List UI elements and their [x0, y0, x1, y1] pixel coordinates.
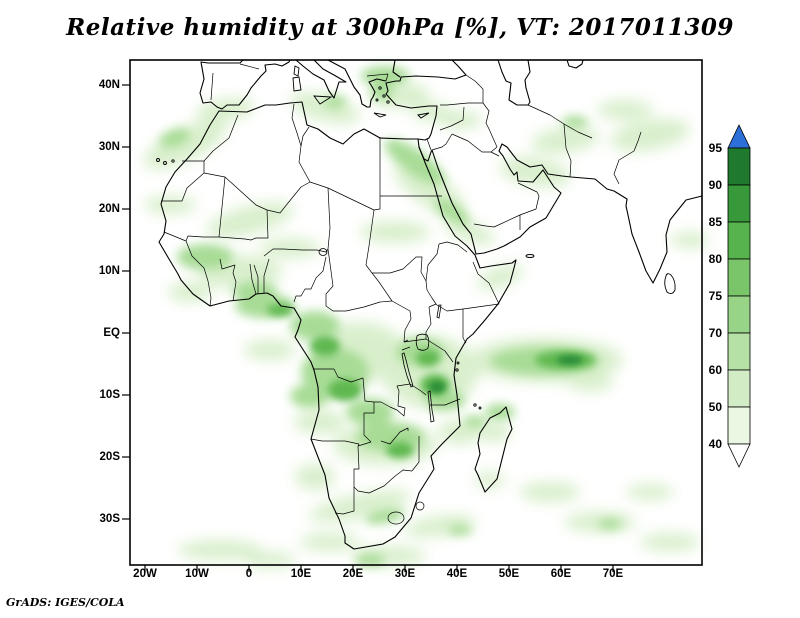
arabia-southasia-coast: [431, 143, 703, 284]
swaziland-border: [415, 501, 425, 511]
colorbar-tick-label: 90: [708, 178, 722, 192]
aegean-island: [378, 86, 382, 90]
colorbar-tick-label: 60: [708, 363, 722, 377]
colorbar-tick-label: 70: [708, 326, 722, 340]
axis-ticks: [122, 84, 614, 572]
map-frame: [129, 59, 703, 566]
colorbar-under-arrow: [727, 443, 751, 468]
canary-island: [171, 159, 175, 163]
map-canvas: [122, 59, 710, 572]
country-borders: [161, 63, 642, 525]
lon-label: 50E: [498, 568, 520, 580]
pemba-island: [456, 361, 460, 365]
sri-lanka: [664, 273, 676, 295]
sinai-coast: [418, 146, 433, 162]
sicily: [313, 95, 333, 105]
madagascar-coast: [474, 406, 513, 493]
lon-label: 30E: [394, 568, 416, 580]
lat-label: EQ: [103, 327, 120, 339]
lake-turkana: [436, 304, 442, 319]
caspian-coast: [497, 59, 531, 106]
aegean-island: [375, 98, 379, 102]
lat-label: 20N: [98, 203, 120, 215]
lon-label: 20W: [133, 568, 157, 580]
lon-label: 20E: [342, 568, 364, 580]
colorbar-tick-label: 95: [708, 141, 722, 155]
lesotho-border: [387, 511, 405, 525]
comoros-island: [473, 403, 477, 407]
colorbar-over-arrow: [727, 124, 751, 149]
lake-victoria: [415, 333, 430, 351]
lon-label: 0: [245, 568, 253, 580]
canary-island: [163, 161, 167, 165]
islands: [156, 65, 676, 410]
italy-coast: [295, 59, 347, 99]
colorbar-tick-label: 75: [708, 289, 722, 303]
zanzibar-island: [455, 368, 459, 372]
blacksea-west-coast: [392, 59, 401, 78]
lakes: [318, 248, 442, 423]
levant-turkey-coast: [385, 59, 467, 141]
plot-title: Relative humidity at 300hPa [%], VT: 201…: [66, 14, 734, 41]
lon-label: 60E: [550, 568, 572, 580]
sardinia: [292, 76, 302, 92]
aegean-island: [386, 100, 390, 104]
lon-label: 10E: [290, 568, 312, 580]
lake-chad: [318, 248, 328, 256]
colorbar: [727, 124, 751, 468]
humidity-shading-peak: [429, 355, 583, 393]
lon-label: 40E: [446, 568, 468, 580]
lat-label: 10N: [98, 265, 120, 277]
coastlines: [158, 59, 703, 550]
comoros-island: [478, 406, 482, 410]
crete: [373, 112, 387, 118]
lat-label: 30N: [98, 141, 120, 153]
socotra: [525, 254, 535, 258]
grads-credit: GrADS: IGES/COLA: [6, 596, 125, 609]
corsica: [293, 65, 300, 77]
colorbar-tick-label: 80: [708, 252, 722, 266]
balkans-greece-coast: [327, 59, 387, 108]
iberia-france-coast: [199, 59, 291, 110]
lake-malawi: [427, 390, 435, 423]
lat-label: 40N: [98, 79, 120, 91]
canary-island: [156, 158, 160, 162]
africa-coast: [158, 101, 517, 550]
lon-label: 10W: [185, 568, 209, 580]
aral-coast: [566, 59, 584, 69]
cyprus: [417, 112, 430, 119]
colorbar-tick-label: 85: [708, 215, 722, 229]
colorbar-tick-label: 40: [708, 437, 722, 451]
lat-label: 10S: [99, 389, 120, 401]
lon-label: 70E: [602, 568, 624, 580]
lat-label: 20S: [99, 451, 120, 463]
colorbar-tick-label: 50: [708, 400, 722, 414]
lat-label: 30S: [99, 513, 120, 525]
aegean-island: [382, 94, 386, 98]
